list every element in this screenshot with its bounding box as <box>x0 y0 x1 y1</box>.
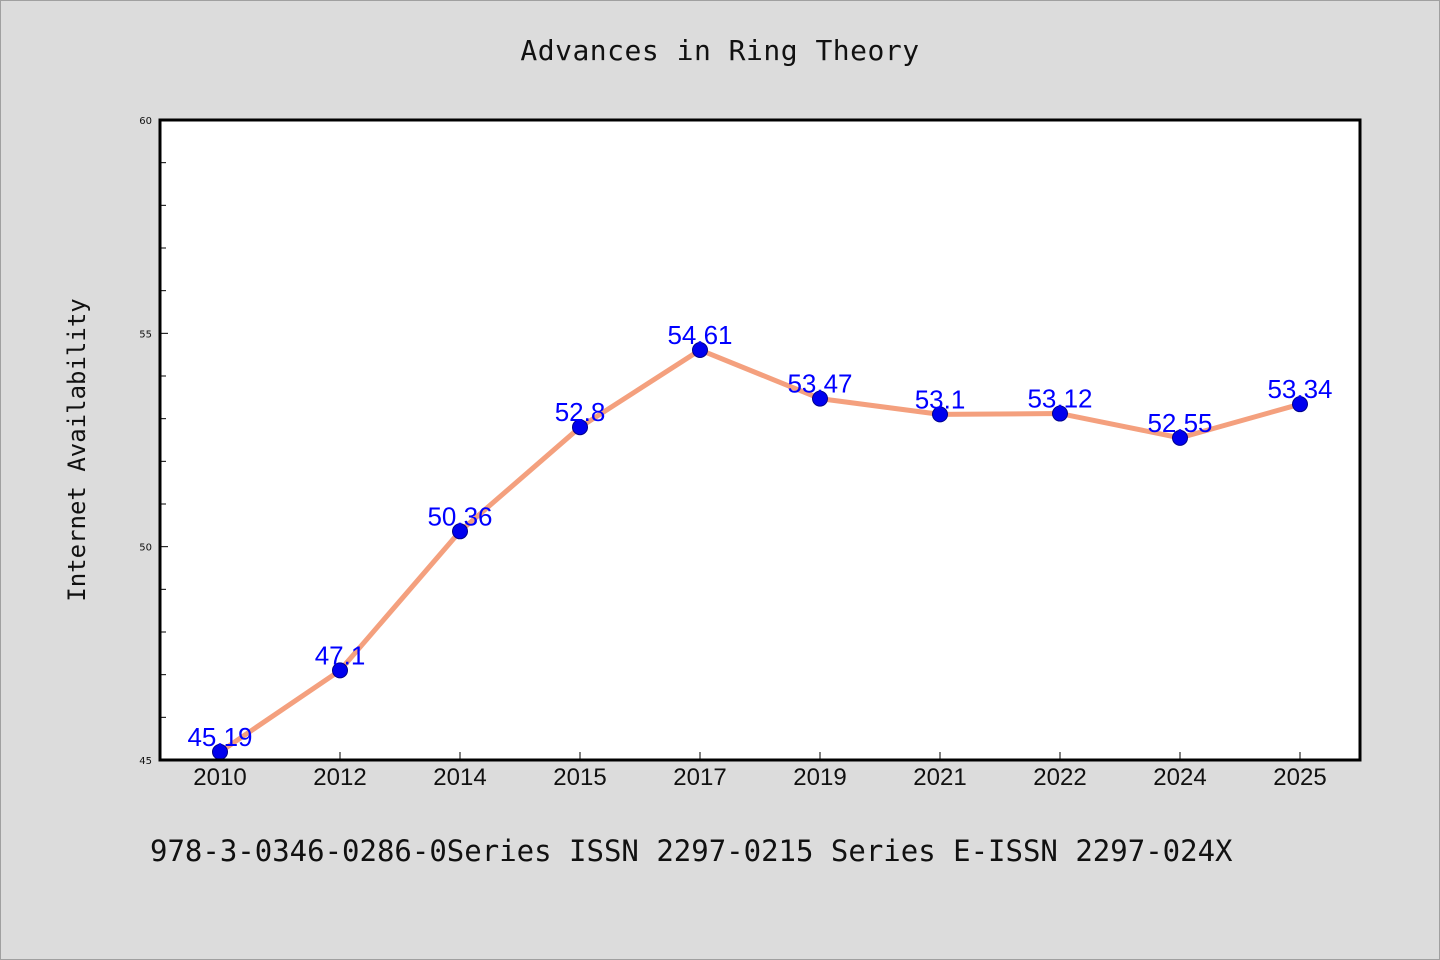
data-label: 50.36 <box>427 501 492 531</box>
data-point <box>1052 405 1068 422</box>
data-label: 45.19 <box>187 722 252 752</box>
x-tick-label: 2014 <box>433 764 486 791</box>
x-tick-label: 2019 <box>793 764 846 791</box>
y-tick-label: 60 <box>139 116 152 127</box>
x-tick-label: 2022 <box>1033 764 1086 791</box>
data-point <box>932 406 948 423</box>
data-labels: 45.19 47.1 50.36 52.8 54.61 53.47 53.1 53.12 52.… <box>187 320 1332 752</box>
chart-title: Advances in Ring Theory <box>520 34 920 67</box>
data-point <box>572 419 588 436</box>
y-axis-label: Internet Availability <box>63 298 91 601</box>
x-axis: 2010 2012 2014 2015 2017 2019 2021 2022 2024 2025 <box>193 752 1327 791</box>
data-point <box>812 390 828 407</box>
footer-isbn: 978-3-0346-0286-0Series ISSN 2297-0215 S… <box>150 834 1233 868</box>
x-tick-label: 2012 <box>313 764 366 791</box>
data-point <box>1172 429 1188 446</box>
x-tick-label: 2015 <box>553 764 606 791</box>
data-label: 53.12 <box>1027 384 1092 414</box>
data-point <box>692 341 708 358</box>
series-line <box>217 347 1303 755</box>
series-group <box>212 341 1308 760</box>
data-label: 53.1 <box>915 384 966 414</box>
data-label: 54.61 <box>667 320 732 350</box>
x-tick-label: 2017 <box>673 764 726 791</box>
x-tick-label: 2025 <box>1273 764 1326 791</box>
x-tick-label: 2024 <box>1153 764 1206 791</box>
data-label: 52.8 <box>555 397 606 427</box>
data-point <box>332 662 348 679</box>
y-tick-label: 50 <box>139 543 152 554</box>
data-label: 53.47 <box>787 369 852 399</box>
data-point <box>452 523 468 540</box>
data-label: 53.34 <box>1267 374 1332 404</box>
data-label: 47.1 <box>315 640 366 670</box>
y-tick-label: 55 <box>139 329 152 340</box>
x-tick-label: 2021 <box>913 764 966 791</box>
x-tick-label: 2010 <box>193 764 246 791</box>
data-label: 52.55 <box>1147 408 1212 438</box>
plot-area <box>160 120 1360 760</box>
data-point <box>1292 396 1308 413</box>
y-tick-label: 45 <box>139 756 152 767</box>
plot-border <box>158 118 1362 762</box>
